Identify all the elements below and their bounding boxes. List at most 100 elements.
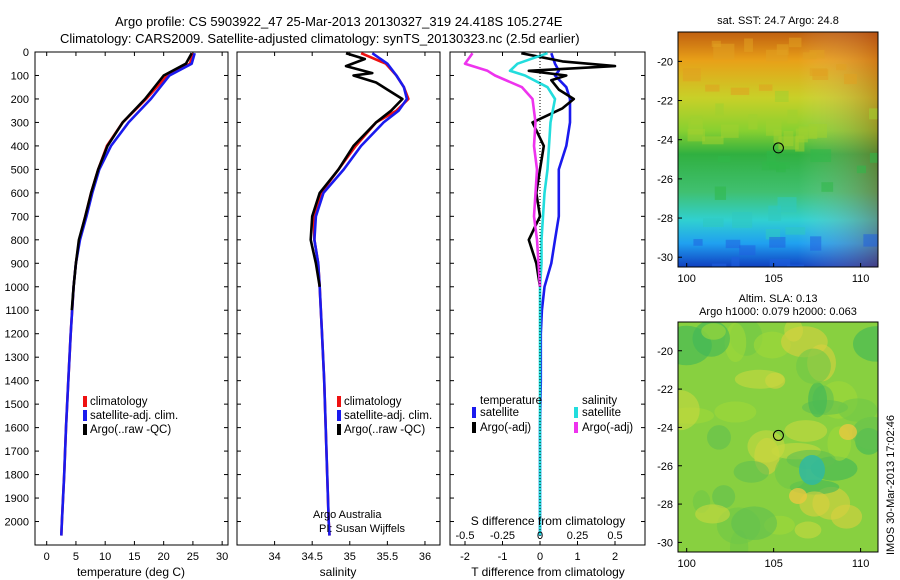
- salinity-xlabel: salinity: [320, 565, 357, 579]
- sst-patch: [721, 124, 739, 138]
- temperature-xlabel: temperature (deg C): [77, 565, 185, 579]
- sst-patch: [863, 234, 878, 247]
- x-tick-label: 34.5: [301, 551, 322, 563]
- pi-label: PI: Susan Wijffels: [319, 523, 405, 535]
- s-difference-xlabel: S difference from climatology: [471, 514, 626, 528]
- sla-patch: [784, 420, 828, 442]
- argo-position-marker: [772, 429, 784, 441]
- series-lines: [309, 52, 410, 536]
- sla-patch: [734, 369, 785, 389]
- sst-patch: [795, 135, 805, 152]
- depth-tick-label: 1500: [5, 399, 29, 411]
- legend-swatch-climatology: [83, 396, 87, 407]
- sla-patch: [712, 485, 736, 509]
- x-tick-label: 5: [73, 551, 79, 563]
- depth-tick-label: 400: [11, 141, 29, 153]
- x2-tick-label: -0.5: [456, 530, 475, 542]
- sst-patch: [809, 68, 828, 76]
- series-lines: [463, 52, 617, 536]
- x-tick-label: -1: [498, 551, 508, 563]
- sla-patch: [733, 460, 770, 483]
- credit-label: IMOS 30-Mar-2013 17:02:46: [885, 415, 897, 555]
- sst-patch: [836, 64, 847, 71]
- sla-map-title-1: Altim. SLA: 0.13: [739, 293, 818, 305]
- series-line-3: [508, 52, 557, 536]
- depth-tick-label: 2000: [5, 517, 29, 529]
- sst-patch: [869, 152, 878, 163]
- sla-patch: [731, 506, 778, 541]
- temperature-panel-frame: [34, 51, 229, 546]
- sst-map-axes: 100 105 110 -20 -22 -24 -26 -28 -30: [657, 56, 869, 285]
- legend-climatology: climatology: [344, 396, 402, 408]
- legend-satellite: satellite-adj. clim.: [344, 410, 432, 422]
- x-tick-label: 20: [158, 551, 170, 563]
- map-y-tick-label: -28: [657, 213, 673, 225]
- sla-patch: [724, 322, 747, 363]
- map-y-tick-label: -20: [657, 346, 673, 358]
- map-y-tick-label: -22: [657, 384, 673, 396]
- legend-s-satellite: satellite: [582, 407, 621, 419]
- sst-patch: [769, 259, 791, 267]
- sst-patch: [765, 229, 781, 240]
- depth-tick-label: 1300: [5, 352, 29, 364]
- sst-patch: [809, 49, 825, 59]
- depth-tick-label: 300: [11, 117, 29, 129]
- sla-map-frame: [677, 321, 879, 553]
- sst-patch: [702, 136, 724, 145]
- argo-position-marker: [772, 142, 784, 154]
- sla-patch: [830, 504, 863, 529]
- sst-patch: [758, 84, 773, 91]
- map-y-tick-label: -24: [657, 135, 673, 147]
- map-x-tick-label: 100: [678, 273, 696, 285]
- series-line-2: [60, 52, 196, 536]
- x-tick-label: 36: [419, 551, 431, 563]
- x-tick-label: 0: [537, 551, 543, 563]
- legend-climatology: climatology: [90, 396, 148, 408]
- sst-map: sat. SST: 24.7 Argo: 24.8 100 105 110 -20 -2…: [657, 15, 879, 285]
- x-tick-label: 15: [128, 551, 140, 563]
- x-tick-label: 1: [574, 551, 580, 563]
- depth-axis-ticks: 0 100 200 300 400 500 600 700 800 900 1000 1100 1200…: [5, 47, 645, 529]
- sst-patch: [766, 49, 788, 62]
- sst-patch: [778, 136, 799, 150]
- depth-tick-label: 700: [11, 211, 29, 223]
- depth-tick-label: 1400: [5, 376, 29, 388]
- depth-tick-label: 200: [11, 94, 29, 106]
- sst-patch: [869, 108, 878, 120]
- sst-patch: [688, 118, 703, 135]
- sla-patch: [701, 323, 726, 340]
- map-y-tick-label: -30: [657, 252, 673, 264]
- depth-tick-label: 1900: [5, 493, 29, 505]
- sst-patch: [766, 150, 776, 166]
- x-tick-label: 35.5: [377, 551, 398, 563]
- series-line-3: [70, 52, 193, 311]
- series-line-3: [309, 52, 404, 288]
- depth-tick-label: 1000: [5, 282, 29, 294]
- sst-patch: [718, 156, 731, 163]
- difference-panel-frame: [449, 51, 646, 546]
- legend-satellite: satellite-adj. clim.: [90, 410, 178, 422]
- map-x-tick-label: 100: [678, 558, 696, 570]
- series-line-2: [521, 52, 617, 288]
- sst-patch: [785, 227, 806, 235]
- sla-patch: [707, 425, 731, 450]
- argo-australia-label: Argo Australia: [313, 509, 382, 521]
- legend-swatch-t-argo: [472, 422, 476, 433]
- sla-high-patch: [789, 488, 807, 504]
- depth-tick-label: 0: [23, 47, 29, 59]
- sst-patch: [765, 120, 782, 136]
- sst-patch: [802, 52, 817, 60]
- x-tick-label: 25: [187, 551, 199, 563]
- x2-tick-label: -0.25: [490, 530, 515, 542]
- sst-patch: [748, 114, 758, 130]
- sst-patch: [810, 236, 822, 251]
- sst-map-frame: [677, 31, 879, 268]
- sst-field-shading: [678, 32, 878, 267]
- sst-patch: [714, 186, 727, 200]
- sst-patch: [821, 182, 834, 192]
- legend-s-argo: Argo(-adj): [582, 422, 633, 434]
- map-x-tick-label: 110: [852, 273, 870, 285]
- x-tick-label: 35: [344, 551, 356, 563]
- map-y-tick-label: -30: [657, 537, 673, 549]
